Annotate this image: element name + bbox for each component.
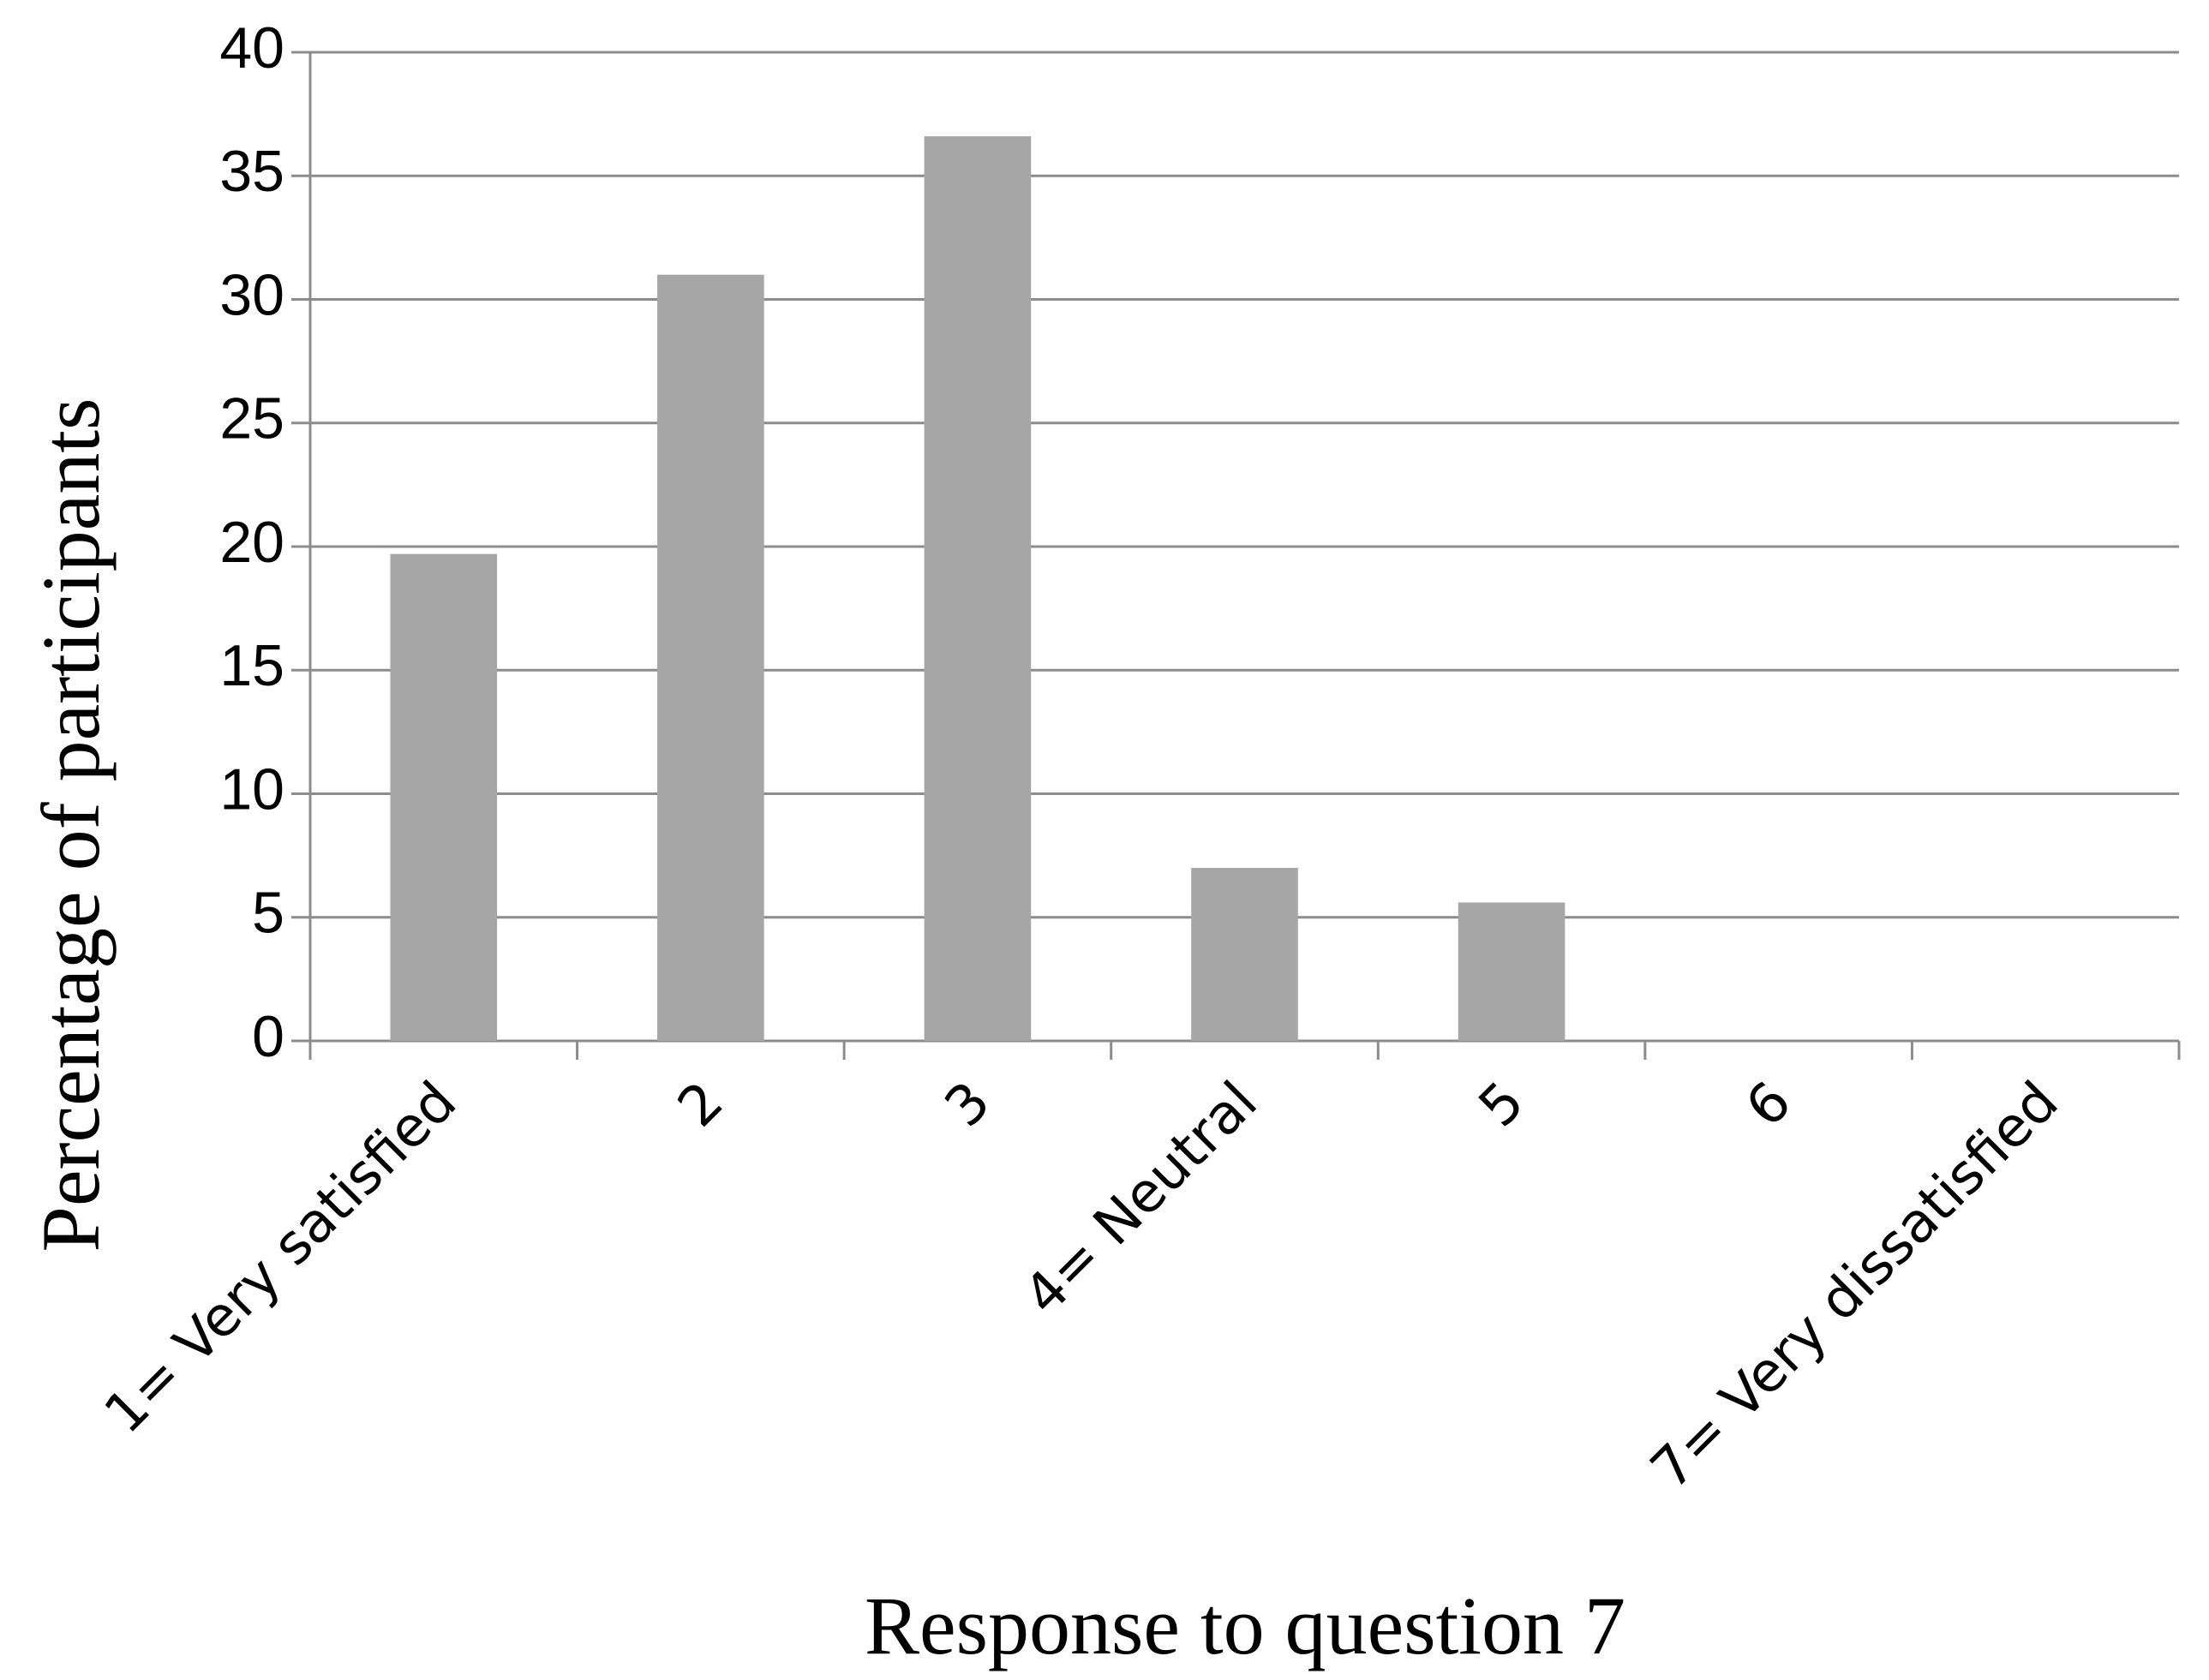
y-tick-label: 30 bbox=[219, 262, 284, 327]
x-tick-label: 3 bbox=[933, 1070, 1003, 1139]
bar bbox=[657, 274, 764, 1041]
y-tick-label: 20 bbox=[219, 510, 284, 575]
x-tick-label: 5 bbox=[1467, 1070, 1536, 1139]
bar bbox=[1191, 868, 1298, 1041]
x-tick-label: 1= Very satisfied bbox=[93, 1070, 469, 1446]
y-tick-label: 5 bbox=[252, 881, 284, 946]
x-tick-label: 4= Neutral bbox=[1012, 1070, 1269, 1327]
y-tick-label: 10 bbox=[219, 756, 284, 822]
x-axis-title: Response to question 7 bbox=[865, 1580, 1625, 1671]
x-tick-label: 2 bbox=[667, 1070, 736, 1139]
y-tick-label: 25 bbox=[219, 386, 284, 451]
y-tick-label: 35 bbox=[219, 139, 284, 204]
y-axis-title: Percentage of participants bbox=[25, 398, 117, 1253]
bar bbox=[924, 136, 1032, 1042]
y-tick-label: 40 bbox=[219, 15, 284, 81]
bar bbox=[1458, 902, 1565, 1041]
x-tick-label: 6 bbox=[1734, 1070, 1804, 1139]
x-tick-label: 7= Very dissatisfied bbox=[1639, 1070, 2071, 1502]
y-tick-label: 15 bbox=[219, 633, 284, 698]
bar bbox=[390, 553, 498, 1041]
y-tick-label: 0 bbox=[252, 1004, 284, 1069]
